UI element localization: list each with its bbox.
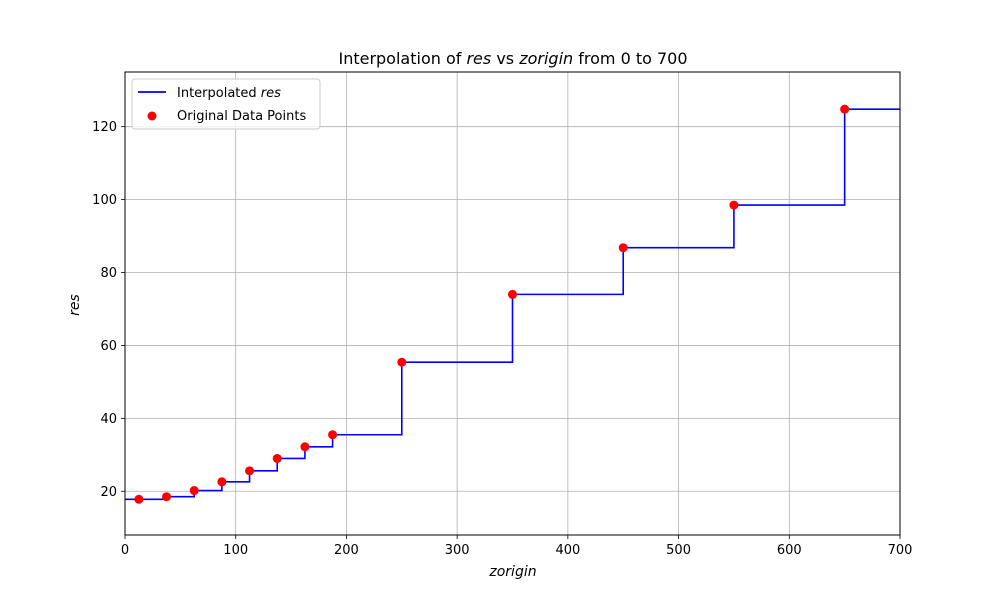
chart-title: Interpolation of res vs zorigin from 0 t… bbox=[338, 49, 687, 68]
data-point bbox=[328, 430, 338, 440]
y-tick-label: 40 bbox=[100, 412, 117, 427]
axes-frame bbox=[124, 71, 901, 536]
data-point bbox=[840, 104, 850, 114]
x-tick-label: 200 bbox=[334, 543, 359, 558]
plot-area bbox=[125, 104, 900, 504]
legend-interpolated-name: Interpolated bbox=[177, 86, 257, 101]
data-point bbox=[245, 466, 255, 476]
legend-interpolated-var: res bbox=[261, 86, 281, 101]
x-tick-label: 100 bbox=[223, 543, 248, 558]
data-point bbox=[508, 289, 517, 299]
data-point bbox=[134, 494, 144, 504]
x-axis-ticks: 0 100 200 300 400 500 600 700 bbox=[121, 535, 913, 558]
legend-marker-swatch bbox=[147, 111, 157, 121]
y-tick-label: 20 bbox=[100, 485, 117, 500]
data-point bbox=[729, 200, 739, 210]
data-point bbox=[272, 453, 282, 463]
legend: Interpolated res Original Data Points bbox=[131, 78, 321, 130]
title-suffix: from 0 to 700 bbox=[573, 49, 687, 68]
title-var1: res bbox=[466, 49, 491, 68]
x-tick-label: 300 bbox=[445, 543, 470, 558]
y-axis-label: res bbox=[67, 294, 83, 316]
title-mid: vs bbox=[491, 49, 519, 68]
x-tick-label: 400 bbox=[555, 543, 580, 558]
legend-label-interpolated: Interpolated res bbox=[177, 86, 281, 101]
y-axis-ticks: 20 40 60 80 100 120 bbox=[92, 120, 125, 500]
y-tick-label: 100 bbox=[92, 193, 117, 208]
title-prefix: Interpolation of bbox=[338, 49, 466, 68]
data-point bbox=[162, 492, 172, 502]
y-tick-label: 120 bbox=[92, 120, 117, 135]
legend-box bbox=[131, 78, 321, 130]
x-tick-label: 700 bbox=[888, 543, 913, 558]
legend-label-original: Original Data Points bbox=[177, 109, 306, 124]
x-tick-label: 0 bbox=[121, 543, 129, 558]
x-tick-label: 600 bbox=[777, 543, 802, 558]
data-point bbox=[618, 243, 628, 253]
y-tick-label: 80 bbox=[100, 266, 117, 281]
x-tick-label: 500 bbox=[666, 543, 691, 558]
data-point bbox=[189, 486, 199, 496]
y-tick-label: 60 bbox=[100, 339, 117, 354]
title-var2: zorigin bbox=[518, 49, 573, 68]
data-point bbox=[397, 357, 407, 367]
data-point bbox=[217, 477, 227, 487]
x-axis-label: zorigin bbox=[488, 564, 536, 580]
data-point bbox=[300, 442, 310, 452]
